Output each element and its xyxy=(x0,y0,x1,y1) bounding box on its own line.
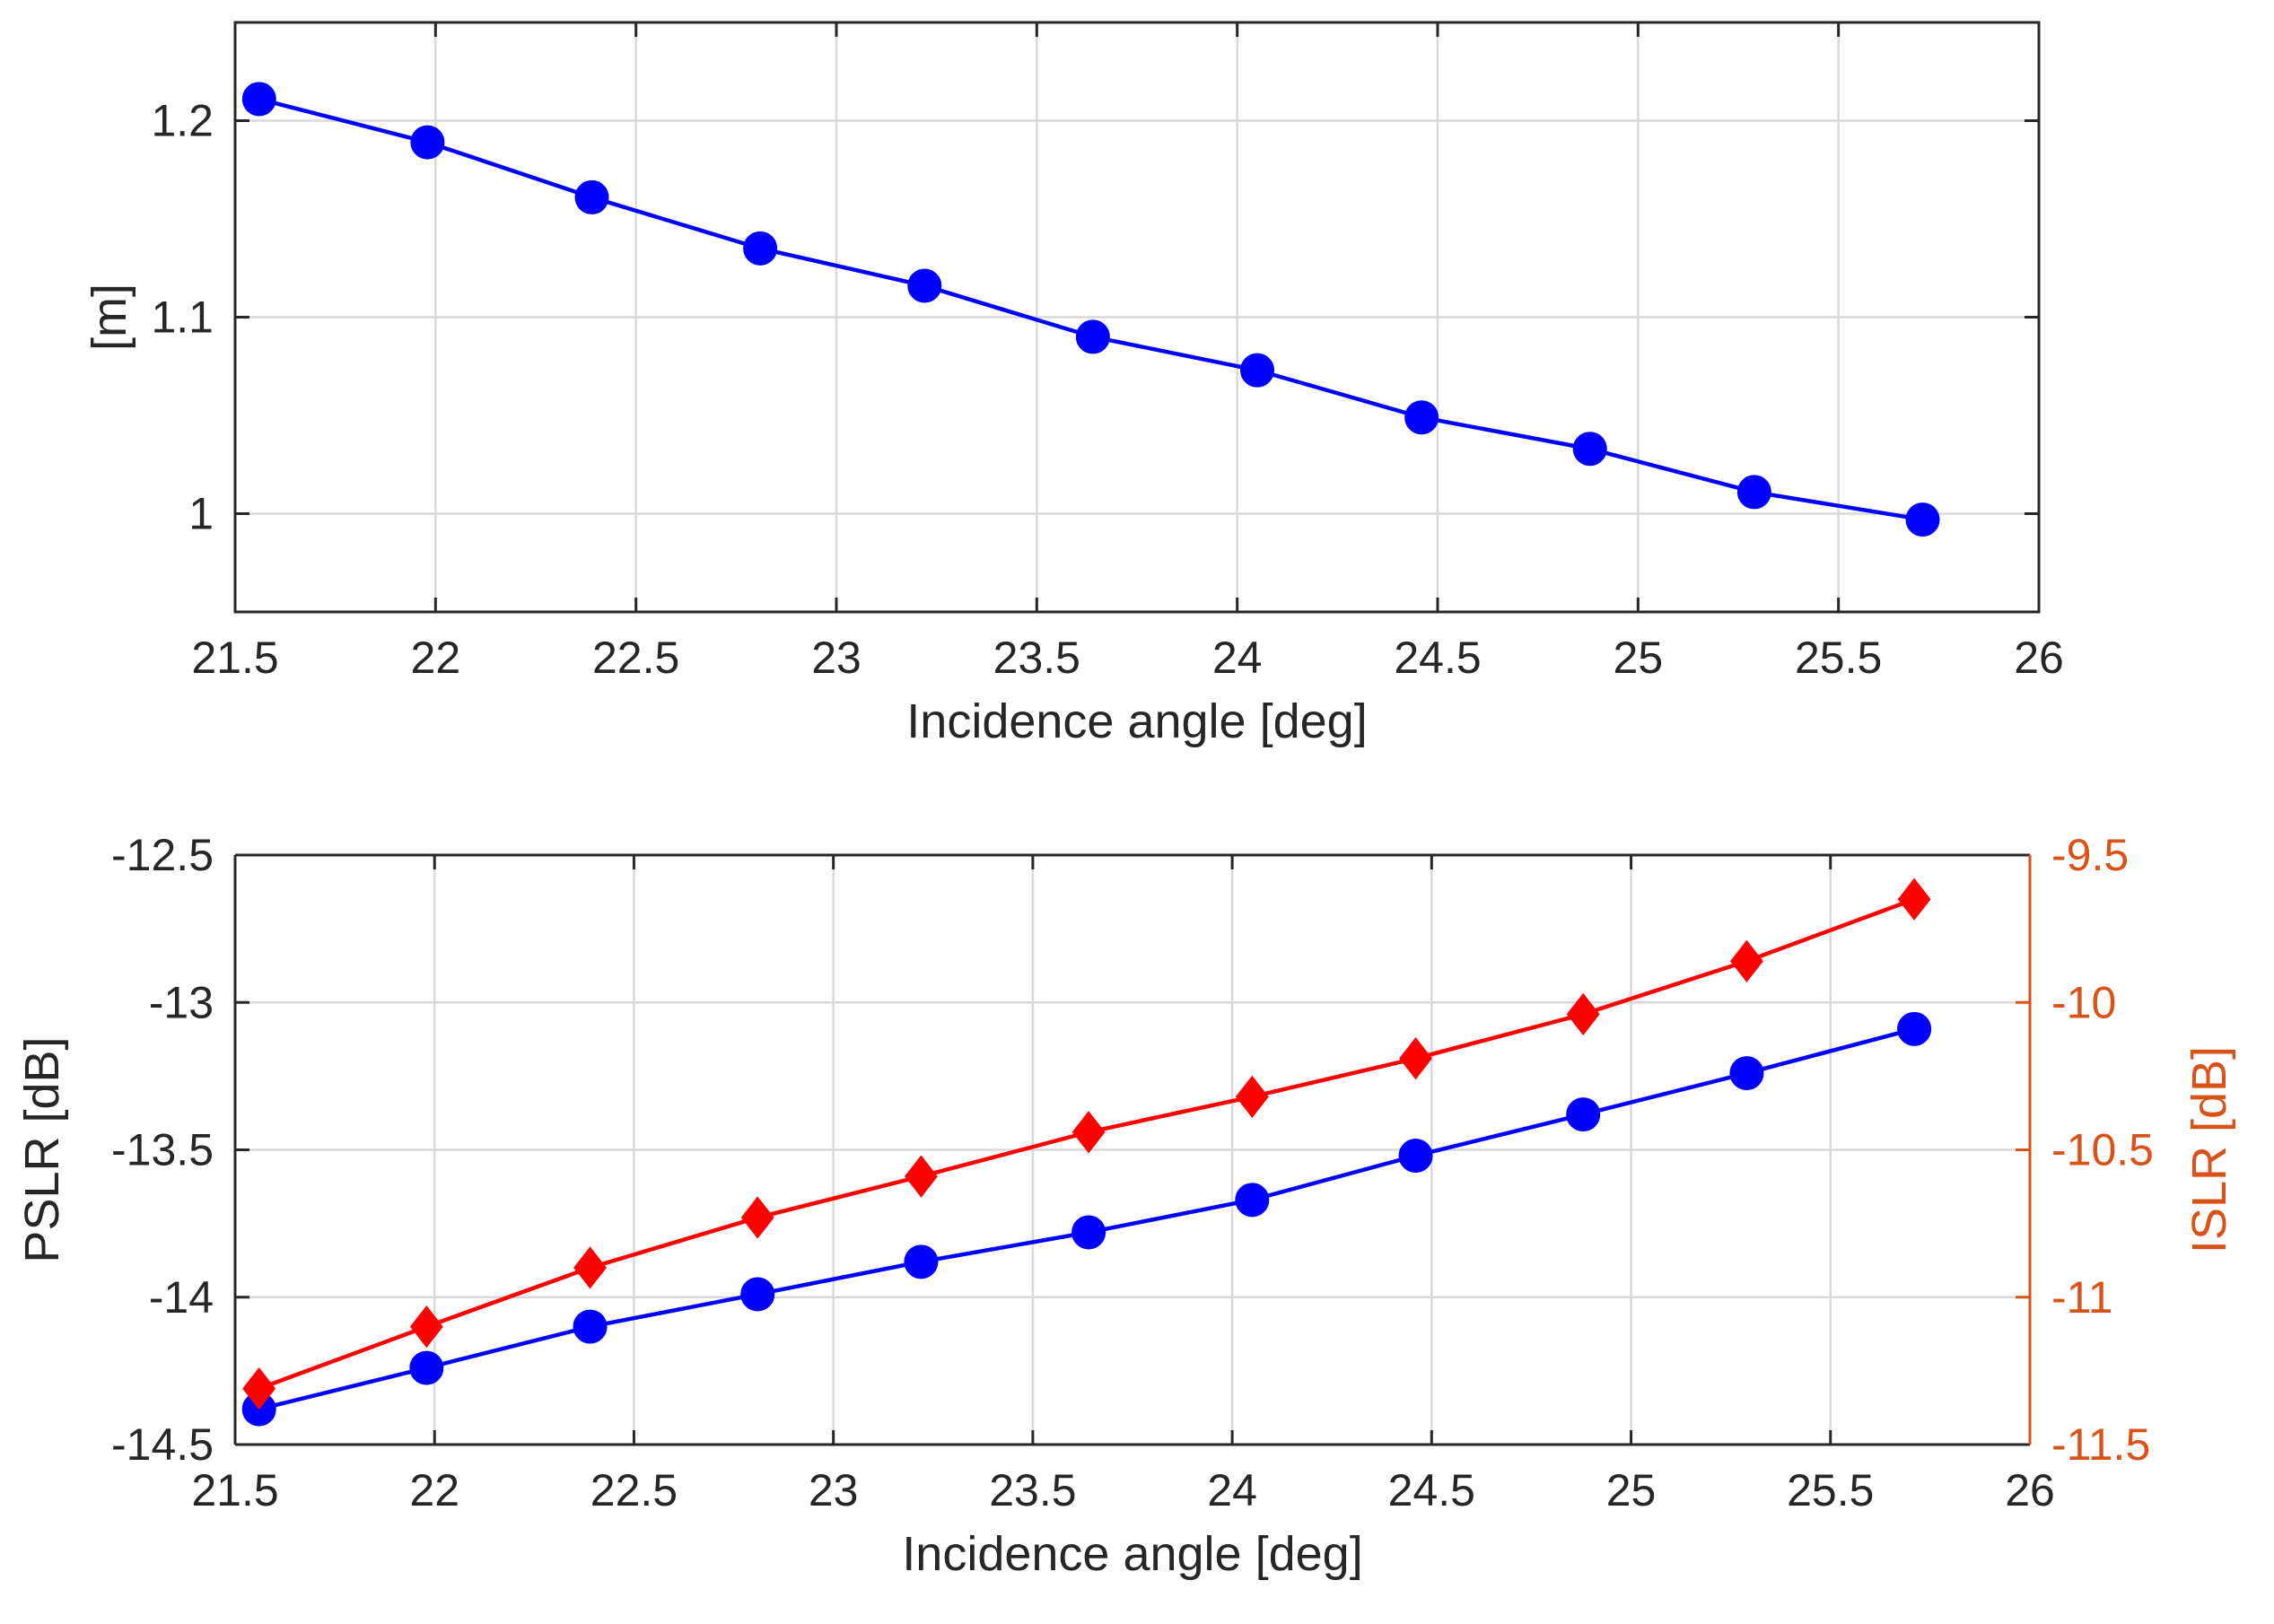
data-point-islr xyxy=(242,1366,276,1410)
data-point-islr xyxy=(1235,1075,1269,1118)
axes-box xyxy=(233,21,2041,614)
data-point-islr xyxy=(1071,1111,1106,1154)
right-y-tick-label: -11.5 xyxy=(2051,1419,2150,1470)
data-point-resolution xyxy=(410,125,445,160)
x-tick-label: 23 xyxy=(811,633,861,683)
y-tick-label: -12.5 xyxy=(111,830,214,880)
data-point-islr xyxy=(905,1155,938,1198)
data-point-resolution xyxy=(1572,432,1607,467)
right-y-axis-label: ISLR [dB] xyxy=(2182,1046,2236,1253)
data-point-resolution xyxy=(241,82,276,117)
series-line-resolution xyxy=(258,97,1923,522)
data-point-pslr xyxy=(1398,1139,1433,1174)
data-point-pslr xyxy=(1566,1097,1601,1132)
x-tick-label: 22.5 xyxy=(592,633,679,683)
y-tick-label: -13 xyxy=(149,977,214,1027)
x-tick-label: 26 xyxy=(2014,633,2064,683)
x-tick-label: 24.5 xyxy=(1394,633,1481,683)
right-y-tick-label: -11 xyxy=(2051,1272,2113,1323)
x-tick-label: 22 xyxy=(409,1465,459,1515)
data-point-pslr xyxy=(1235,1183,1270,1218)
data-point-islr xyxy=(1399,1037,1432,1080)
data-point-islr xyxy=(573,1246,607,1289)
data-point-resolution xyxy=(1240,353,1274,388)
y-tick-label: -14 xyxy=(149,1272,214,1323)
x-tick-label: 21.5 xyxy=(191,633,278,683)
x-tick-label: 24 xyxy=(1207,1465,1257,1515)
data-point-pslr xyxy=(1897,1011,1932,1046)
data-point-pslr xyxy=(1071,1215,1106,1250)
x-tick-label: 25 xyxy=(1614,633,1664,683)
y-tick-label: 1 xyxy=(188,489,214,539)
data-point-resolution xyxy=(907,268,942,303)
x-tick-label: 25.5 xyxy=(1787,1465,1874,1515)
y-tick-label: -13.5 xyxy=(111,1125,214,1175)
x-axis-label: Incidence angle [deg] xyxy=(902,1527,1362,1581)
y-axis-label: [m] xyxy=(83,284,136,351)
x-tick-label: 21.5 xyxy=(191,1465,278,1515)
x-tick-label: 23.5 xyxy=(993,633,1080,683)
x-axis-label: Incidence angle [deg] xyxy=(906,694,1367,748)
right-y-tick-label: -10.5 xyxy=(2051,1125,2154,1175)
x-tick-label: 22.5 xyxy=(590,1465,678,1515)
data-point-resolution xyxy=(743,231,778,266)
x-tick-label: 24 xyxy=(1212,633,1263,683)
data-point-islr xyxy=(1730,939,1763,982)
y-tick-label: 1.2 xyxy=(151,96,214,146)
data-point-pslr xyxy=(740,1277,775,1312)
y-tick-label: -14.5 xyxy=(111,1419,214,1470)
data-point-islr xyxy=(1897,877,1931,921)
top-chart-panel: 21.5 22 22.5 23 23.5 24 24.5 25 25.5 26 1 1.1 1.2 Inc… xyxy=(83,21,2064,748)
data-point-resolution xyxy=(1075,319,1110,354)
data-point-resolution xyxy=(1736,475,1771,510)
x-tick-label: 25.5 xyxy=(1795,633,1882,683)
data-point-resolution xyxy=(574,179,609,214)
data-point-pslr xyxy=(904,1244,939,1279)
y-tick-label: 1.1 xyxy=(151,292,214,343)
data-point-resolution xyxy=(1404,400,1439,435)
data-point-pslr xyxy=(1729,1056,1764,1091)
data-point-islr xyxy=(740,1196,774,1239)
data-point-pslr xyxy=(573,1309,608,1344)
x-tick-label: 25 xyxy=(1606,1465,1657,1515)
x-tick-label: 23 xyxy=(809,1465,859,1515)
data-point-pslr xyxy=(409,1350,444,1385)
x-tick-label: 23.5 xyxy=(989,1465,1076,1515)
bottom-chart-panel: 21.5 22 22.5 23 23.5 24 24.5 25 25.5 26 -12.5 -13 -1… xyxy=(15,830,2236,1581)
data-point-resolution xyxy=(1905,502,1940,537)
data-point-islr xyxy=(409,1305,443,1349)
x-tick-label: 24.5 xyxy=(1388,1465,1475,1515)
x-tick-label: 22 xyxy=(411,633,461,683)
data-point-islr xyxy=(1566,992,1600,1036)
right-y-tick-label: -10 xyxy=(2051,977,2116,1027)
x-tick-label: 26 xyxy=(2005,1465,2055,1515)
right-y-tick-label: -9.5 xyxy=(2051,830,2129,880)
y-axis-label: PSLR [dB] xyxy=(15,1036,69,1262)
